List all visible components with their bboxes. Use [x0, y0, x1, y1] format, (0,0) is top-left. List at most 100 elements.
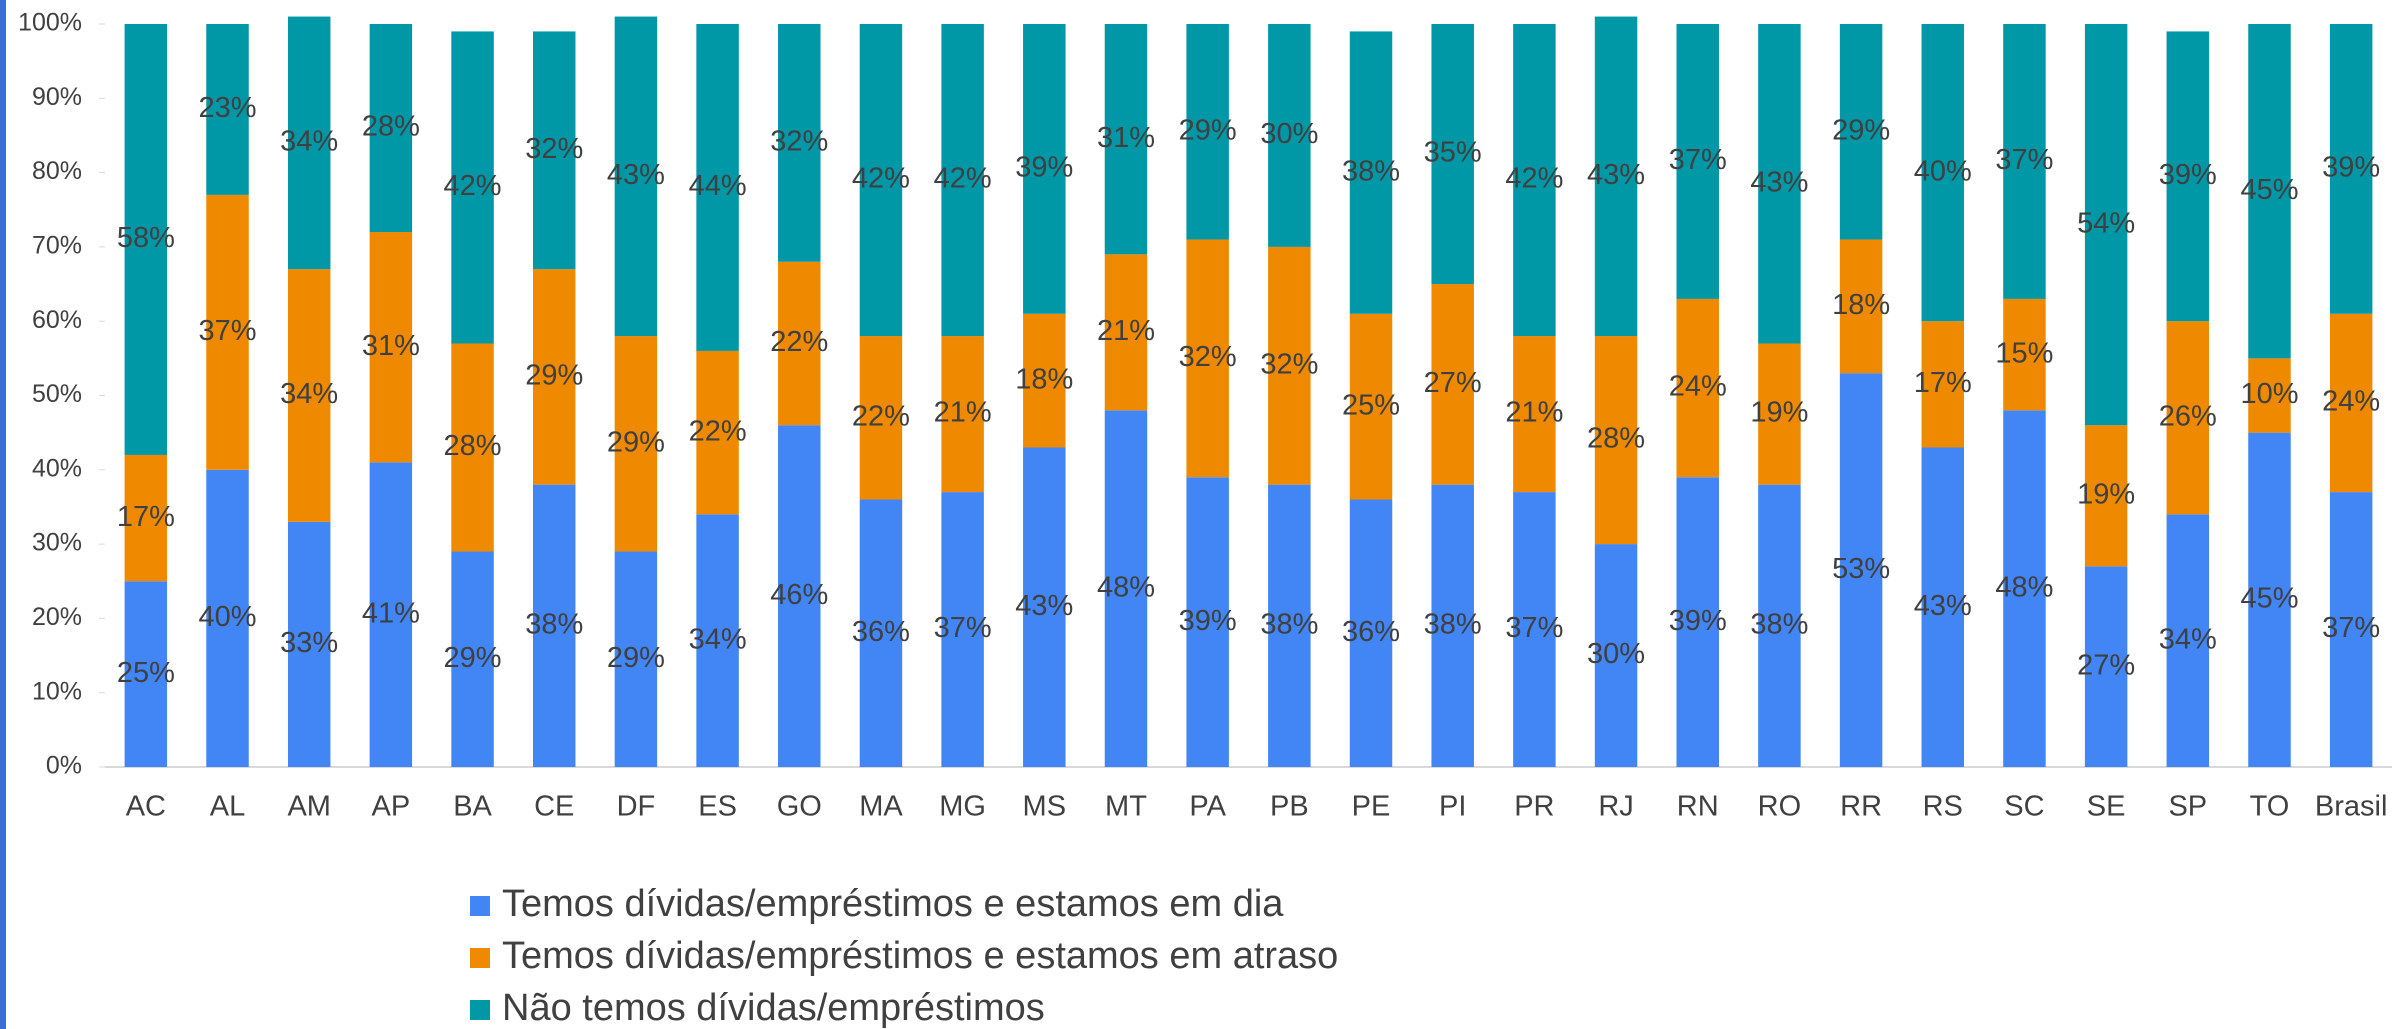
- bar-segment: [941, 492, 984, 767]
- data-label: 39%: [1669, 605, 1727, 637]
- data-label: 36%: [1342, 616, 1400, 648]
- bar-segment: [1349, 313, 1393, 500]
- data-label: 29%: [607, 426, 665, 458]
- x-tick-label: SP: [2168, 791, 2207, 823]
- bar-segment: [2248, 432, 2291, 767]
- bar-segment: [532, 31, 576, 270]
- bar-segment: [1676, 24, 1719, 299]
- bar-segment: [124, 24, 168, 455]
- data-label: 29%: [607, 642, 665, 674]
- data-label: 38%: [1750, 608, 1808, 640]
- data-label: 40%: [1914, 155, 1972, 187]
- bar-segment: [1186, 239, 1229, 478]
- data-label: 38%: [1342, 155, 1400, 187]
- data-label: 32%: [525, 133, 583, 165]
- y-tick-label: 20%: [32, 603, 82, 631]
- data-label: 10%: [2240, 378, 2298, 410]
- bar-segment: [614, 336, 658, 552]
- x-tick-label: RR: [1840, 791, 1882, 823]
- data-label: 25%: [117, 657, 175, 689]
- x-tick-label: RS: [1923, 791, 1963, 823]
- x-tick-label: SE: [2087, 791, 2126, 823]
- data-label: 15%: [1995, 337, 2053, 369]
- bar-segment: [2329, 492, 2373, 767]
- data-label: 36%: [852, 616, 910, 648]
- bar-segment: [2166, 321, 2210, 515]
- data-label: 29%: [444, 642, 502, 674]
- x-tick-label: PE: [1352, 791, 1391, 823]
- bar-segment: [1839, 24, 1883, 240]
- legend-label: Temos dívidas/empréstimos e estamos em a…: [502, 935, 1338, 977]
- x-tick-label: BA: [453, 791, 492, 823]
- bar-segment: [124, 454, 168, 582]
- data-label: 39%: [2322, 152, 2380, 184]
- x-tick-label: AL: [210, 791, 245, 823]
- bar-segment: [1268, 484, 1311, 767]
- data-label: 29%: [1832, 114, 1890, 146]
- data-label: 37%: [1505, 612, 1563, 644]
- y-tick-label: 50%: [32, 380, 82, 408]
- data-label: 40%: [198, 601, 256, 633]
- data-label: 43%: [1750, 166, 1808, 198]
- bar-segment: [2166, 514, 2210, 767]
- data-label: 58%: [117, 222, 175, 254]
- x-tick-label: Brasil: [2315, 791, 2388, 823]
- bar-segment: [778, 425, 821, 767]
- data-label: 26%: [2159, 400, 2217, 432]
- data-label: 28%: [444, 430, 502, 462]
- bar-segment: [1268, 246, 1311, 485]
- data-label: 22%: [770, 326, 828, 358]
- data-label: 24%: [2322, 386, 2380, 418]
- data-label: 27%: [2077, 649, 2135, 681]
- bar-segment: [287, 16, 331, 270]
- legend-label: Não temos dívidas/empréstimos: [502, 987, 1045, 1029]
- bar-segment: [1186, 477, 1229, 767]
- x-tick-label: PA: [1189, 791, 1226, 823]
- data-label: 39%: [1179, 605, 1237, 637]
- data-label: 34%: [689, 623, 747, 655]
- bar-segment: [2003, 298, 2046, 411]
- y-tick-label: 30%: [32, 529, 82, 557]
- bar-segment: [1023, 447, 1066, 767]
- data-label: 37%: [1669, 144, 1727, 176]
- data-label: 21%: [1505, 397, 1563, 429]
- x-tick-label: RO: [1758, 791, 1802, 823]
- bar-segment: [1431, 284, 1474, 485]
- bar-segment: [1921, 447, 1965, 767]
- bar-segment: [1513, 24, 1556, 337]
- x-tick-label: DF: [617, 791, 656, 823]
- edge-strip: [0, 0, 6, 1029]
- legend-swatch: [470, 1000, 490, 1020]
- data-label: 34%: [280, 126, 338, 158]
- bar-segment: [1104, 254, 1148, 411]
- data-label: 19%: [2077, 478, 2135, 510]
- data-label: 48%: [1097, 571, 1155, 603]
- bar-segment: [1839, 239, 1883, 374]
- x-tick-label: RJ: [1598, 791, 1633, 823]
- x-tick-label: AP: [372, 791, 411, 823]
- bar-segment: [369, 24, 413, 233]
- bar-segment: [2248, 358, 2291, 433]
- data-label: 29%: [525, 360, 583, 392]
- y-tick-label: 90%: [32, 83, 82, 111]
- bar-segment: [206, 24, 249, 195]
- x-tick-label: MT: [1105, 791, 1147, 823]
- data-label: 34%: [2159, 623, 2217, 655]
- data-label: 33%: [280, 627, 338, 659]
- y-tick-label: 0%: [46, 752, 82, 780]
- bar-segment: [1349, 31, 1393, 314]
- data-label: 42%: [852, 163, 910, 195]
- data-label: 42%: [934, 163, 992, 195]
- data-label: 45%: [2240, 582, 2298, 614]
- data-label: 37%: [2322, 612, 2380, 644]
- bar-segment: [2248, 24, 2291, 359]
- bar-segment: [1758, 24, 1801, 344]
- bar-segment: [532, 484, 576, 767]
- data-label: 45%: [2240, 174, 2298, 206]
- data-label: 37%: [198, 315, 256, 347]
- bar-segment: [451, 343, 494, 552]
- x-tick-label: RN: [1677, 791, 1719, 823]
- x-tick-label: SC: [2004, 791, 2044, 823]
- data-label: 21%: [934, 397, 992, 429]
